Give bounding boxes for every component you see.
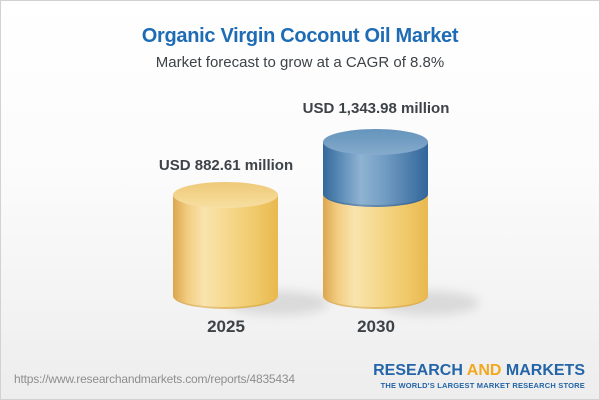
bar-2030-base-segment: [323, 191, 428, 309]
bar-2025-cylinder-top: [173, 182, 278, 208]
bar-2025-value-label: USD 882.61 million: [158, 157, 294, 174]
chart-subtitle: Market forecast to grow at a CAGR of 8.8…: [155, 54, 445, 71]
bar-2025-cylinder: [173, 195, 278, 309]
x-axis-label-2030: 2030: [357, 317, 395, 336]
logo-word-and: AND: [466, 362, 502, 379]
logo-tagline: THE WORLD'S LARGEST MARKET RESEARCH STOR…: [380, 381, 585, 390]
bar-2030-value-label: USD 1,343.98 million: [302, 100, 450, 117]
bar-2030-cylinder-top: [323, 129, 428, 155]
logo-word-research: RESEARCH: [373, 362, 463, 379]
logo-wordmark: RESEARCH AND MARKETS: [373, 362, 585, 380]
chart-title: Organic Virgin Coconut Oil Market: [141, 25, 459, 47]
logo-word-markets: MARKETS: [505, 362, 585, 379]
report-url: https://www.researchandmarkets.com/repor…: [14, 372, 295, 386]
x-axis-label-2025: 2025: [207, 317, 245, 336]
research-and-markets-logo: RESEARCH AND MARKETS THE WORLD'S LARGEST…: [373, 362, 585, 390]
